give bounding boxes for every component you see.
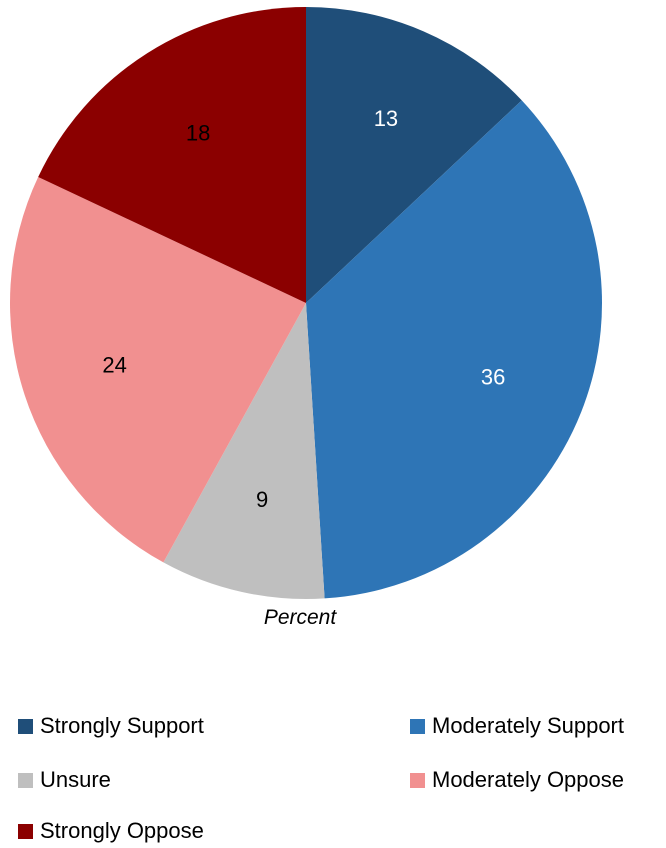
legend-label: Moderately Support (432, 713, 624, 738)
legend-item-strongly-oppose: Strongly Oppose (18, 817, 204, 845)
data-label-moderately-oppose: 24 (102, 353, 126, 378)
pie-slice-strongly-oppose (38, 7, 306, 303)
pie-slice-unsure (163, 303, 325, 599)
data-label-moderately-support: 36 (481, 365, 505, 390)
legend-item-strongly-support: Strongly Support (18, 712, 204, 740)
legend-swatch (410, 718, 425, 734)
pie-chart: 13 36 9 24 18 (10, 7, 603, 599)
legend-item-moderately-oppose: Moderately Oppose (410, 766, 624, 794)
legend-label: Moderately Oppose (432, 767, 624, 792)
legend-item-unsure: Unsure (18, 766, 111, 794)
legend-label: Unsure (40, 767, 111, 792)
pie-slice-strongly-support (306, 7, 522, 303)
data-label-unsure: 9 (256, 487, 268, 512)
chart-caption: Percent (263, 606, 337, 629)
legend-label: Strongly Support (40, 713, 204, 738)
legend-swatch (18, 772, 33, 788)
legend-item-moderately-support: Moderately Support (410, 712, 624, 740)
legend-swatch (410, 772, 425, 788)
pie-slice-moderately-support (306, 100, 603, 599)
legend-label: Strongly Oppose (40, 818, 204, 843)
data-label-strongly-oppose: 18 (186, 121, 210, 146)
data-label-strongly-support: 13 (374, 106, 398, 131)
pie-slice-moderately-oppose (10, 176, 307, 563)
legend-swatch (18, 718, 33, 734)
legend-swatch (18, 823, 33, 839)
